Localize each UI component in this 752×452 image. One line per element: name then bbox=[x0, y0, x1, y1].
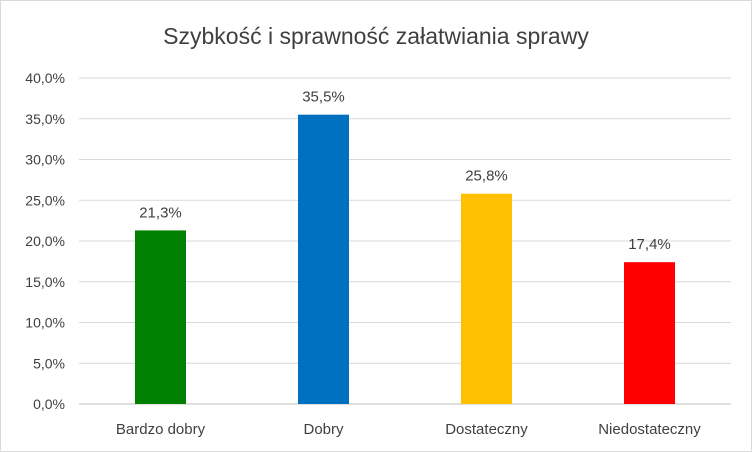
y-tick-label: 35,0% bbox=[25, 111, 65, 127]
bar bbox=[135, 230, 186, 404]
x-tick-label: Bardzo dobry bbox=[116, 421, 206, 438]
x-tick-label: Dobry bbox=[303, 421, 344, 438]
y-tick-label: 25,0% bbox=[25, 192, 65, 208]
data-label: 21,3% bbox=[139, 204, 182, 221]
data-label: 25,8% bbox=[465, 168, 508, 185]
x-tick-label: Dostateczny bbox=[445, 421, 528, 438]
y-tick-label: 5,0% bbox=[33, 355, 65, 371]
y-tick-label: 40,0% bbox=[25, 70, 65, 86]
bar bbox=[624, 262, 675, 404]
bar bbox=[298, 114, 349, 405]
y-tick-label: 20,0% bbox=[25, 233, 65, 249]
y-tick-label: 30,0% bbox=[25, 152, 65, 168]
data-label: 35,5% bbox=[302, 89, 345, 106]
x-tick-label: Niedostateczny bbox=[598, 421, 701, 438]
data-label: 17,4% bbox=[628, 236, 671, 253]
bar bbox=[461, 193, 512, 404]
chart-title: Szybkość i sprawność załatwiania sprawy bbox=[163, 23, 589, 49]
y-tick-label: 15,0% bbox=[25, 274, 65, 290]
y-tick-label: 10,0% bbox=[25, 315, 65, 331]
y-tick-label: 0,0% bbox=[33, 396, 65, 412]
